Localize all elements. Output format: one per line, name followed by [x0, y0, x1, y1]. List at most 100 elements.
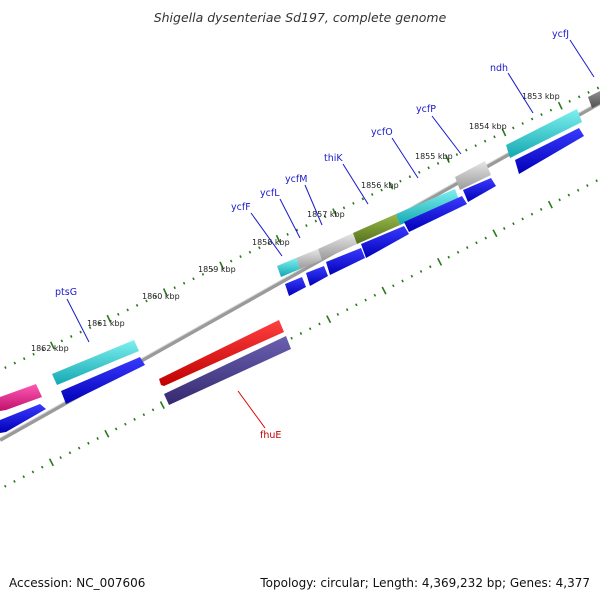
gene-label-ndh[interactable]: ndh [490, 63, 508, 74]
outer-track-minor-tick [352, 201, 355, 205]
cds-arrow-ycfP[interactable] [463, 178, 496, 202]
inner-track-minor-tick [290, 336, 293, 340]
inner-track-minor-tick [401, 279, 404, 283]
inner-track-minor-tick [96, 437, 99, 440]
gene-block-thiK[interactable] [353, 214, 400, 244]
outer-track-minor-tick [417, 170, 421, 174]
outer-track-minor-tick [126, 308, 129, 312]
map-title: Shigella dysenteriae Sd197, complete gen… [154, 10, 447, 25]
inner-track-minor-tick [558, 198, 561, 202]
kbp-label-1862: 1862 kbp [31, 344, 69, 353]
outer-track-minor-tick [4, 366, 7, 369]
inner-track-minor-tick [512, 222, 515, 226]
kbp-label-1853: 1853 kbp [522, 92, 560, 101]
gene-label-ycfF[interactable]: ycfF [231, 202, 251, 213]
leader-ycfJ [569, 39, 595, 78]
outer-track-minor-tick [361, 197, 365, 201]
outer-track-minor-tick [305, 224, 308, 227]
outer-track-minor-tick [248, 250, 252, 254]
gene-label-ptsG[interactable]: ptsG [55, 287, 77, 298]
inner-track-minor-tick [521, 217, 524, 221]
outer-track-minor-tick [568, 99, 571, 103]
outer-track-minor-tick [483, 139, 487, 143]
gene-label-ycfP[interactable]: ycfP [416, 104, 436, 115]
gene-block-ycfJ[interactable] [588, 91, 600, 108]
gene-block-fhuE[interactable] [159, 320, 284, 386]
gene-block-ycfO[interactable] [396, 189, 459, 225]
inner-track-minor-tick [530, 212, 534, 216]
inner-track-minor-tick [318, 322, 321, 326]
outer-track-minor-tick [342, 206, 346, 210]
inner-track-minor-tick [114, 427, 118, 431]
inner-track-major-tick [436, 257, 443, 266]
gene-label-ycfO[interactable]: ycfO [371, 127, 393, 138]
inner-track-minor-tick [308, 327, 312, 331]
gene-block-ycfP[interactable] [455, 161, 491, 190]
inner-track-minor-tick [299, 332, 303, 335]
cds-arrow-1[interactable] [0, 404, 46, 433]
outer-track-minor-tick [117, 312, 120, 316]
gene-block-ndh[interactable] [506, 109, 582, 158]
inner-track-minor-tick [355, 303, 358, 307]
inner-track-minor-tick [364, 298, 367, 302]
outer-track-minor-tick [60, 339, 64, 343]
inner-track-minor-tick [13, 480, 16, 483]
gene-block-ptsG[interactable] [52, 340, 139, 385]
outer-track-major-tick [49, 341, 55, 350]
outer-track-minor-tick [41, 348, 45, 352]
outer-tick-track [4, 86, 600, 369]
cds-arrow-ycfL[interactable] [306, 266, 328, 286]
inner-track-minor-tick [22, 475, 26, 479]
leader-ptsG [66, 298, 90, 343]
gene-block-magenta[interactable] [0, 384, 42, 411]
outer-track-minor-tick [512, 126, 515, 130]
outer-track-minor-tick [145, 299, 148, 303]
inner-track-minor-tick [447, 255, 451, 259]
cds-arrow-ndh[interactable] [515, 128, 584, 174]
topology-label: Topology: circular; Length: 4,369,232 bp… [259, 576, 590, 590]
gene-block-ycfL[interactable] [296, 249, 322, 269]
inner-track-minor-tick [142, 413, 146, 417]
inner-track-minor-tick [124, 422, 127, 426]
inner-track-minor-tick [373, 293, 377, 297]
leader-ycfL [279, 198, 301, 239]
gene-labels: ycfJ ndh ycfP ycfO thiK ycfM ycfL ycfF p… [55, 29, 595, 441]
gene-block-ycfF[interactable] [277, 258, 300, 277]
gene-label-thiK[interactable]: thiK [324, 153, 343, 164]
outer-track-minor-tick [323, 215, 327, 219]
outer-track-major-tick [106, 314, 112, 323]
inner-tick-track [3, 179, 598, 488]
cds-arrow-thiK[interactable] [361, 226, 409, 258]
inner-track-minor-tick [502, 227, 506, 230]
outer-track-minor-tick [182, 281, 186, 285]
outer-track-minor-tick [380, 188, 383, 192]
gene-block-ycfM[interactable] [318, 233, 357, 260]
inner-track-minor-tick [456, 250, 460, 254]
gene-label-fhuE[interactable]: fhuE [260, 430, 281, 441]
gene-label-ycfM[interactable]: ycfM [285, 174, 307, 185]
outer-track-major-tick [445, 155, 450, 163]
outer-track-minor-tick [98, 321, 101, 325]
cds-arrow-ycfM[interactable] [326, 248, 365, 275]
inner-track-major-tick [547, 200, 553, 209]
inner-track-minor-tick [465, 246, 469, 249]
inner-track-major-tick [492, 229, 498, 238]
outer-track-major-tick [162, 288, 168, 297]
inner-track-major-tick [159, 401, 165, 409]
gene-block-fhuE-lower[interactable] [164, 336, 291, 405]
outer-track-minor-tick [211, 268, 214, 272]
outer-track-minor-tick [436, 161, 440, 165]
cds-arrow-ptsG[interactable] [61, 357, 145, 404]
inner-track-minor-tick [40, 465, 44, 469]
inner-track-minor-tick [31, 470, 35, 474]
outer-track-minor-tick [286, 232, 289, 236]
inner-track-minor-tick [151, 408, 155, 412]
outer-track-minor-tick [229, 259, 233, 263]
cds-arrow-ycfO[interactable] [404, 196, 467, 232]
cds-arrow-ycfF[interactable] [285, 277, 306, 296]
feature-track-cds [0, 128, 584, 433]
outer-track-major-tick [275, 234, 281, 243]
outer-track-minor-tick [32, 352, 35, 356]
gene-label-ycfL[interactable]: ycfL [260, 188, 280, 199]
gene-label-ycfJ[interactable]: ycfJ [552, 29, 569, 40]
